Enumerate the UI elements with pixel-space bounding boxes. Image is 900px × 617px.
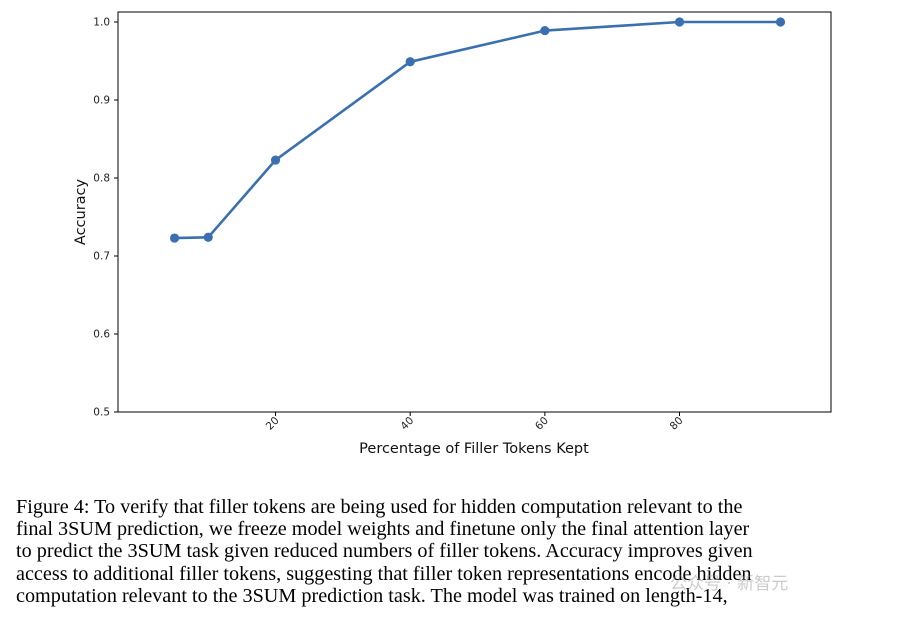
plot-area-frame bbox=[117, 11, 832, 413]
caption-line: computation relevant to the 3SUM predict… bbox=[16, 584, 728, 607]
y-tick-label: 1.0 bbox=[93, 17, 110, 29]
y-tick-label: 0.5 bbox=[93, 407, 110, 419]
x-tick-label: 20 bbox=[264, 415, 282, 433]
series-line bbox=[174, 20, 781, 240]
y-tick-label: 0.6 bbox=[93, 329, 110, 341]
data-point bbox=[540, 25, 550, 36]
data-point bbox=[169, 233, 180, 243]
y-axis: 0.5 0.6 0.7 0.8 0.9 1.0 bbox=[93, 17, 118, 419]
x-tick-label: 60 bbox=[533, 415, 551, 433]
accuracy-line-chart: 0.5 0.6 0.7 0.8 0.9 1.0 20 40 60 80 Percentage o… bbox=[73, 11, 832, 457]
series-layer bbox=[169, 17, 786, 243]
caption-line: access to additional filler tokens, sugg… bbox=[16, 562, 752, 585]
x-tick-label: 80 bbox=[668, 415, 686, 433]
data-point bbox=[405, 57, 415, 67]
data-point bbox=[203, 232, 213, 242]
y-axis-label: Accuracy bbox=[73, 178, 89, 245]
x-axis-label: Percentage of Filler Tokens Kept bbox=[359, 441, 589, 457]
data-point bbox=[775, 17, 786, 27]
data-point bbox=[270, 155, 281, 165]
y-tick-label: 0.9 bbox=[93, 95, 110, 107]
y-tick-label: 0.7 bbox=[93, 251, 110, 263]
data-point bbox=[674, 17, 685, 27]
caption-line: Figure 4: To verify that filler tokens a… bbox=[16, 496, 743, 518]
figure-caption: Figure 4: To verify that filler tokens a… bbox=[16, 496, 892, 607]
caption-line: final 3SUM prediction, we freeze model w… bbox=[16, 518, 750, 541]
caption-line: to predict the 3SUM task given reduced n… bbox=[16, 540, 753, 563]
x-axis: 20 40 60 80 bbox=[264, 412, 686, 433]
y-tick-label: 0.8 bbox=[93, 173, 110, 185]
x-tick-label: 40 bbox=[398, 415, 416, 433]
